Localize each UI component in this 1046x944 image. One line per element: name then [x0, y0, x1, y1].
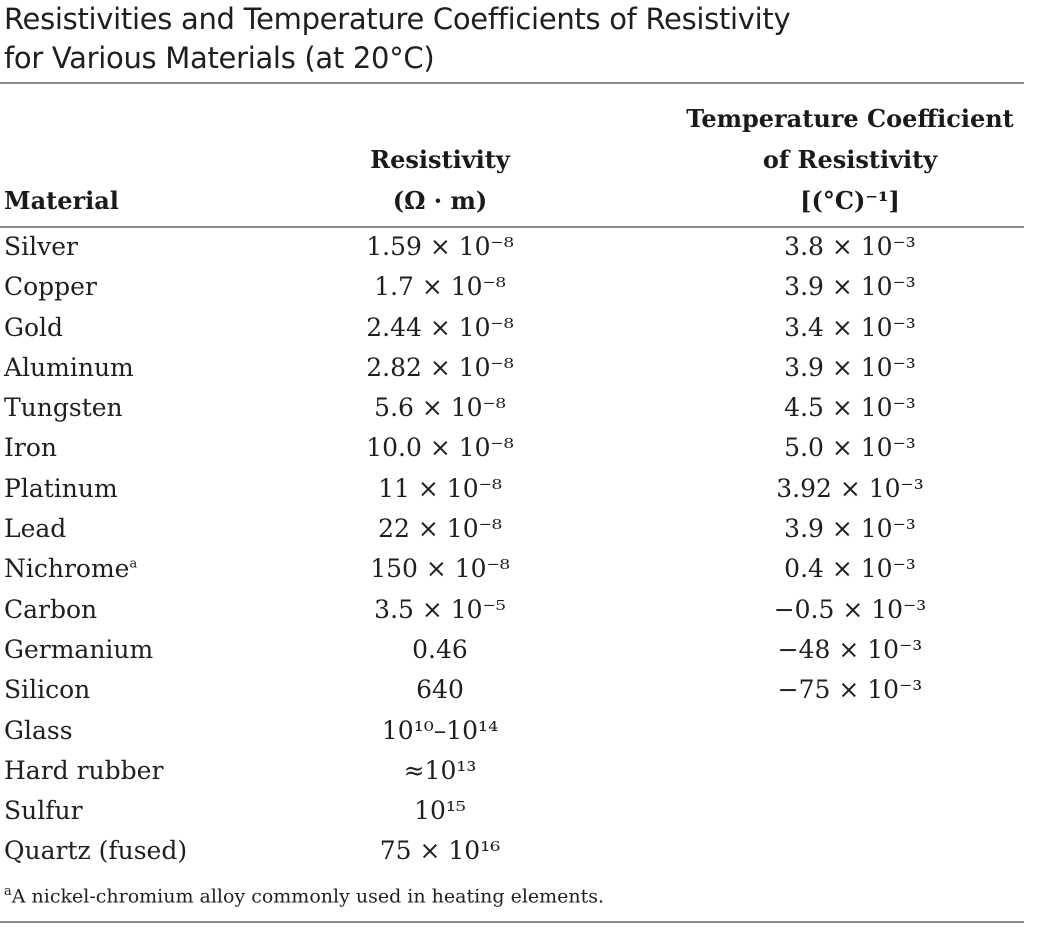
- material-name: Hard rubber: [4, 755, 164, 785]
- cell-resistivity: 75 × 10¹⁶: [379, 836, 501, 866]
- table-footnote: aA nickel-chromium alloy commonly used i…: [4, 884, 604, 907]
- table-row: Copper 1.7 × 10⁻⁸ 3.9 × 10⁻³: [0, 270, 1024, 310]
- cell-material: Nichromea: [4, 554, 137, 583]
- material-name: Silicon: [4, 675, 91, 705]
- material-name: Silver: [4, 232, 78, 261]
- caption-line-1: Resistivities and Temperature Coefficien…: [4, 2, 791, 36]
- cell-material: Tungsten: [4, 393, 123, 422]
- header-resistivity-line2: (Ω · m): [392, 186, 488, 215]
- cell-resistivity: 150 × 10⁻⁸: [370, 554, 510, 584]
- cell-resistivity: ≈10¹³: [403, 755, 477, 785]
- cell-resistivity: 10¹⁵: [414, 796, 466, 826]
- table-row: Silver 1.59 × 10⁻⁸ 3.8 × 10⁻³: [0, 230, 1024, 270]
- material-name: Carbon: [4, 594, 98, 624]
- cell-resistivity: 1.59 × 10⁻⁸: [366, 232, 514, 261]
- material-name: Copper: [4, 272, 97, 302]
- table-row: Sulfur 10¹⁵: [0, 794, 1024, 834]
- material-name: Lead: [4, 514, 67, 544]
- cell-material: Iron: [4, 433, 57, 462]
- header-rule: [0, 226, 1024, 228]
- cell-resistivity: 3.5 × 10⁻⁵: [374, 594, 506, 624]
- cell-material: Platinum: [4, 474, 118, 503]
- table-row: Carbon 3.5 × 10⁻⁵ −0.5 × 10⁻³: [0, 593, 1024, 633]
- cell-resistivity: 10.0 × 10⁻⁸: [366, 433, 514, 463]
- top-rule: [0, 82, 1024, 84]
- table-row: Silicon 640 −75 × 10⁻³: [0, 673, 1024, 713]
- cell-temp-coefficient: 3.8 × 10⁻³: [784, 232, 916, 261]
- table-row: Tungsten 5.6 × 10⁻⁸ 4.5 × 10⁻³: [0, 391, 1024, 431]
- cell-resistivity: 2.82 × 10⁻⁸: [366, 352, 514, 382]
- cell-material: Lead: [4, 514, 66, 543]
- cell-resistivity: 11 × 10⁻⁸: [378, 473, 502, 503]
- material-name: Quartz (fused): [4, 836, 188, 866]
- cell-resistivity: 640: [416, 675, 464, 705]
- material-name: Glass: [4, 715, 73, 745]
- cell-temp-coefficient: 0.4 × 10⁻³: [784, 554, 916, 584]
- cell-resistivity: 2.44 × 10⁻⁸: [366, 312, 514, 342]
- cell-material: Silicon: [4, 675, 90, 704]
- cell-temp-coefficient: 3.4 × 10⁻³: [784, 312, 916, 342]
- cell-temp-coefficient: −75 × 10⁻³: [777, 675, 923, 705]
- table-row: Hard rubber ≈10¹³: [0, 754, 1024, 794]
- header-tc-line3: [(°C)⁻¹]: [800, 186, 900, 215]
- material-name: Sulfur: [4, 796, 83, 826]
- table-row: Gold 2.44 × 10⁻⁸ 3.4 × 10⁻³: [0, 311, 1024, 351]
- cell-resistivity: 5.6 × 10⁻⁸: [374, 393, 506, 423]
- table-caption: Resistivities and Temperature Coefficien…: [4, 0, 791, 78]
- header-material: Material: [4, 186, 119, 215]
- cell-resistivity: 1.7 × 10⁻⁸: [374, 272, 506, 302]
- cell-resistivity: 10¹⁰–10¹⁴: [381, 715, 499, 745]
- material-name: Germanium: [4, 634, 154, 664]
- cell-material: Copper: [4, 272, 97, 301]
- cell-temp-coefficient: 3.92 × 10⁻³: [776, 473, 924, 503]
- cell-temp-coefficient: 3.9 × 10⁻³: [784, 352, 916, 382]
- header-resistivity-line1: Resistivity: [370, 145, 510, 174]
- table-row: Aluminum 2.82 × 10⁻⁸ 3.9 × 10⁻³: [0, 351, 1024, 391]
- table-row: Glass 10¹⁰–10¹⁴: [0, 714, 1024, 754]
- cell-temp-coefficient: −48 × 10⁻³: [777, 634, 923, 664]
- header-tc-line1: Temperature Coefficient: [686, 104, 1014, 133]
- cell-material: Germanium: [4, 635, 153, 664]
- material-name: Tungsten: [4, 393, 123, 423]
- table-row: Quartz (fused) 75 × 10¹⁶: [0, 834, 1024, 874]
- table-row: Platinum 11 × 10⁻⁸ 3.92 × 10⁻³: [0, 472, 1024, 512]
- table-row: Lead 22 × 10⁻⁸ 3.9 × 10⁻³: [0, 512, 1024, 552]
- cell-resistivity: 22 × 10⁻⁸: [378, 514, 502, 544]
- cell-material: Aluminum: [4, 353, 134, 382]
- table-row: Iron 10.0 × 10⁻⁸ 5.0 × 10⁻³: [0, 431, 1024, 471]
- cell-temp-coefficient: 5.0 × 10⁻³: [784, 433, 916, 463]
- footnote-mark: a: [4, 884, 12, 899]
- footnote-ref: a: [129, 557, 138, 573]
- cell-material: Sulfur: [4, 796, 83, 825]
- cell-temp-coefficient: 3.9 × 10⁻³: [784, 272, 916, 302]
- cell-material: Quartz (fused): [4, 836, 187, 865]
- bottom-rule: [0, 921, 1024, 923]
- cell-temp-coefficient: 4.5 × 10⁻³: [784, 393, 916, 423]
- table-row: Germanium 0.46 −48 × 10⁻³: [0, 633, 1024, 673]
- material-name: Gold: [4, 312, 64, 342]
- cell-resistivity: 0.46: [412, 634, 468, 664]
- material-name: Iron: [4, 433, 57, 463]
- cell-material: Gold: [4, 313, 63, 342]
- header-tc-line2: of Resistivity: [762, 145, 938, 174]
- cell-material: Carbon: [4, 595, 97, 624]
- header-resistivity: Resistivity (Ω · m): [280, 139, 600, 221]
- header-temp-coefficient: Temperature Coefficient of Resistivity […: [670, 98, 1030, 221]
- material-name: Aluminum: [4, 352, 134, 382]
- cell-material: Hard rubber: [4, 756, 163, 785]
- cell-material: Glass: [4, 716, 73, 745]
- cell-material: Silver: [4, 232, 78, 261]
- table-body: Silver 1.59 × 10⁻⁸ 3.8 × 10⁻³ Copper 1.7 × 1…: [0, 230, 1024, 875]
- table-row: Nichromea 150 × 10⁻⁸ 0.4 × 10⁻³: [0, 552, 1024, 592]
- footnote-text: A nickel-chromium alloy commonly used in…: [11, 885, 605, 908]
- cell-temp-coefficient: −0.5 × 10⁻³: [773, 594, 927, 624]
- material-name: Platinum: [4, 473, 118, 503]
- caption-line-2: for Various Materials (at 20°C): [4, 41, 435, 75]
- cell-temp-coefficient: 3.9 × 10⁻³: [784, 514, 916, 544]
- material-name: Nichrome: [4, 554, 130, 584]
